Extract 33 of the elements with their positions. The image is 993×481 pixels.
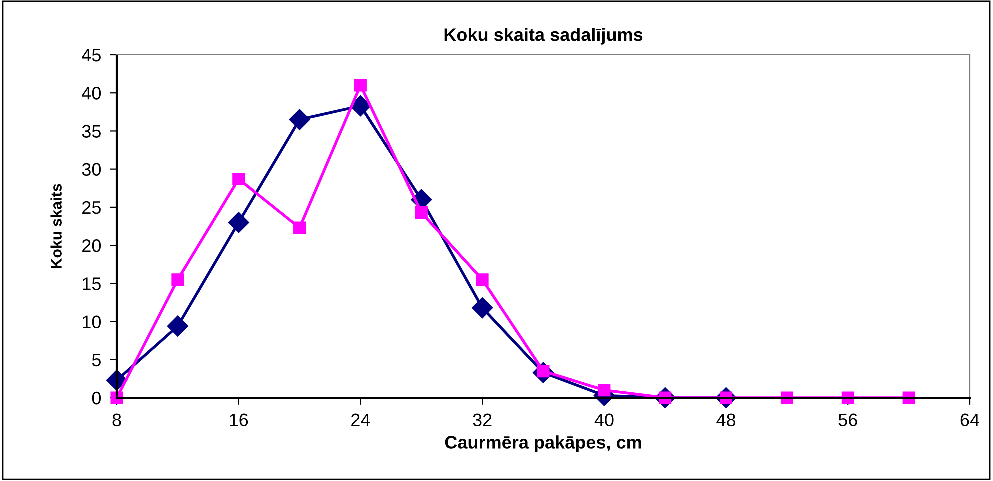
x-tick-label: 16 [230, 414, 248, 427]
x-tick-label: 8 [112, 414, 122, 427]
y-tick-label: 45 [82, 49, 101, 62]
chart-title: Koku skaita sadalījums [444, 28, 643, 45]
x-tick-label: 24 [352, 414, 370, 426]
y-axis-title: Koku skaits [50, 184, 62, 268]
point [289, 109, 310, 130]
x-tick-label: 40 [594, 414, 614, 427]
y-tick-label: 10 [83, 316, 102, 328]
x-tick-label: 48 [716, 414, 736, 427]
y-tick-label: 35 [82, 125, 101, 138]
y-tick-label: 0 [92, 392, 102, 405]
point [232, 172, 246, 186]
point [167, 316, 188, 337]
y-tick-label: 20 [82, 239, 102, 252]
point [350, 96, 372, 117]
point [415, 206, 428, 220]
point [228, 212, 250, 234]
point [294, 222, 306, 234]
y-tick-label: 15 [83, 278, 101, 290]
point [172, 274, 184, 286]
x-axis-title: Caurmēra pakāpes, cm [445, 436, 642, 452]
point [598, 384, 611, 397]
x-tick-label: 64 [960, 414, 980, 427]
point [354, 79, 367, 92]
y-tick-label: 30 [82, 163, 102, 176]
y-tick-label: 40 [82, 87, 102, 100]
y-tick-label: 25 [82, 201, 101, 214]
point [476, 274, 489, 286]
x-tick-label: 32 [473, 414, 492, 427]
y-tick-label: 5 [92, 354, 101, 367]
point [472, 298, 494, 319]
x-tick-label: 56 [838, 414, 858, 427]
